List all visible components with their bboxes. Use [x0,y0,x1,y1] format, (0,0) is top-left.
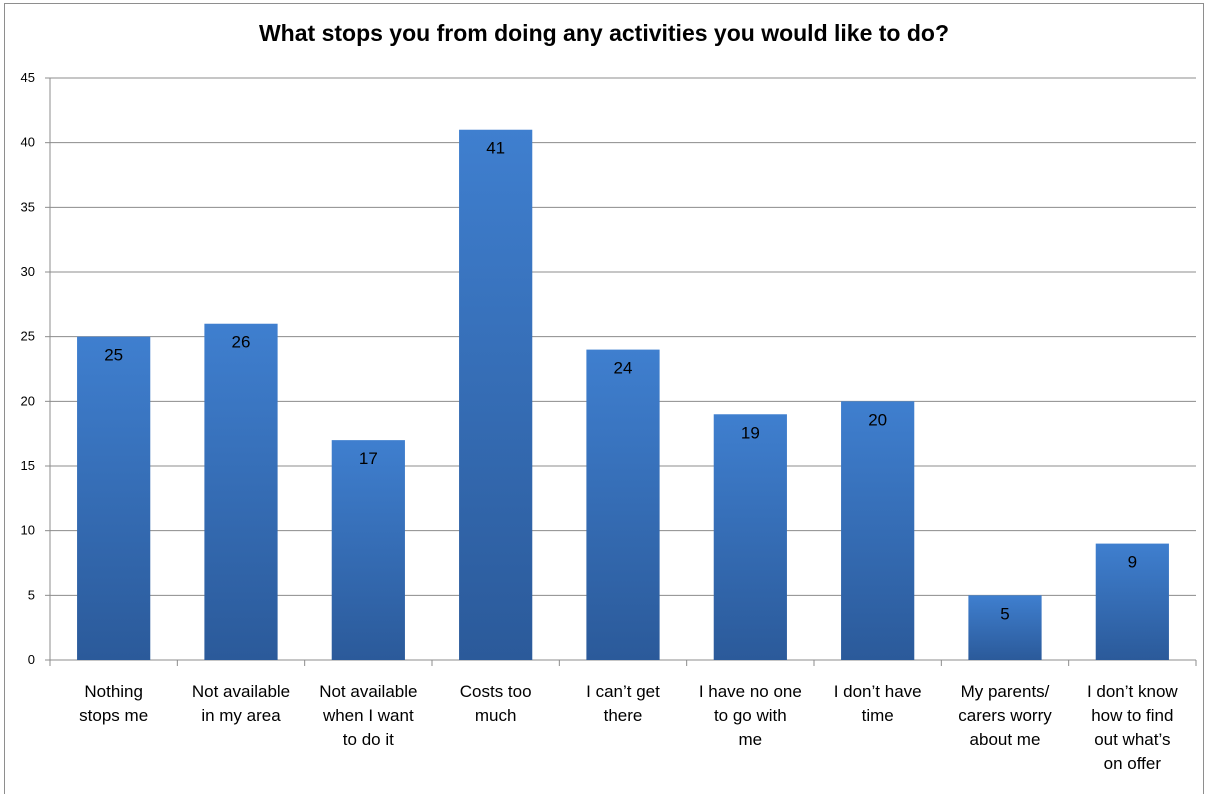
x-category-label: I can’t get there [586,682,660,725]
bar [204,323,278,660]
y-tick-label: 0 [28,652,35,667]
data-label: 9 [1128,553,1137,572]
y-tick-label: 10 [21,523,35,538]
y-tick-label: 30 [21,264,35,279]
data-label: 19 [741,423,760,442]
x-category-label: I don’t have time [834,682,922,725]
bar [459,129,533,660]
y-tick-label: 15 [21,458,35,473]
bar [968,595,1042,660]
bars [77,129,1169,660]
x-category-label: I have no one to go with me [699,682,802,749]
x-category-label: Nothing stops me [79,682,148,725]
data-label: 41 [486,139,505,158]
data-label: 17 [359,449,378,468]
bar [77,336,151,660]
bar [841,401,915,660]
y-tick-label: 40 [21,135,35,150]
y-tick-label: 20 [21,393,35,408]
data-label: 24 [614,359,633,378]
y-tick-label: 45 [21,70,35,85]
data-label: 5 [1000,604,1009,623]
data-label: 26 [232,333,251,352]
bar [586,349,660,660]
data-label: 25 [104,346,123,365]
bar [1095,543,1169,660]
data-label: 20 [868,410,887,429]
y-tick-label: 5 [28,587,35,602]
y-tick-label: 25 [21,329,35,344]
x-category-label: Not available in my area [192,682,290,725]
labels: 0 5 10 15 20 25 30 35 40 45 25 Nothing stops me 26 Not… [21,70,1179,773]
bar [713,414,787,660]
x-category-label: Not available when I want to do it [319,682,417,749]
x-category-label: My parents/carers worry about me [958,682,1052,749]
x-category-label: Costs too much [460,682,532,725]
bar [331,440,405,660]
y-tick-label: 35 [21,199,35,214]
chart-title: What stops you from doing any activities… [258,20,950,46]
x-category-label: I don’t know how to find out what’s on offe… [1087,682,1178,773]
